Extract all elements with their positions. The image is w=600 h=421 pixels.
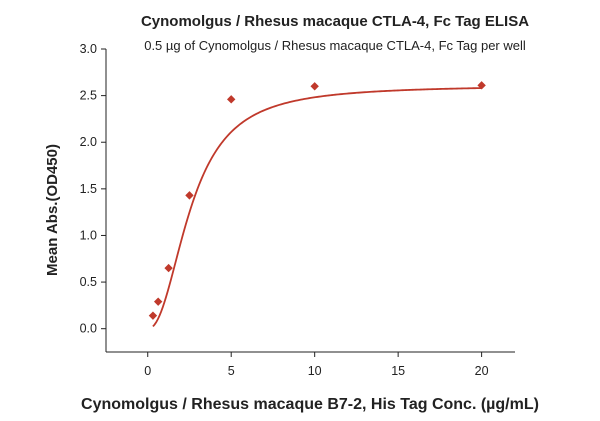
data-point xyxy=(185,191,194,200)
fit-curve xyxy=(152,87,482,328)
plot-area: 0.0 0.5 1.0 1.5 2.0 2.5 3.0 0 5 10 15 20 xyxy=(80,42,515,378)
y-tick-label: 2.0 xyxy=(80,135,97,149)
data-point xyxy=(477,81,486,90)
data-point xyxy=(310,82,319,91)
data-point xyxy=(148,311,158,320)
y-tick-label: 1.0 xyxy=(80,228,97,242)
y-tick-label: 3.0 xyxy=(80,42,97,56)
y-tick-label: 1.5 xyxy=(80,182,97,196)
x-tick-label: 5 xyxy=(228,364,235,378)
chart-subtitle: 0.5 µg of Cynomolgus / Rhesus macaque CT… xyxy=(144,38,526,53)
x-tick-label: 15 xyxy=(391,364,405,378)
data-point xyxy=(227,95,236,104)
y-tick-label: 0.5 xyxy=(80,275,97,289)
x-tick-label: 10 xyxy=(308,364,322,378)
data-points xyxy=(148,81,486,320)
y-tick-label: 0.0 xyxy=(80,322,97,336)
data-point xyxy=(153,297,163,306)
data-point xyxy=(164,263,173,273)
y-axis-label: Mean Abs.(OD450) xyxy=(44,144,61,276)
x-tick-label: 0 xyxy=(144,364,151,378)
x-axis-label: Cynomolgus / Rhesus macaque B7-2, His Ta… xyxy=(81,396,539,413)
y-tick-label: 2.5 xyxy=(80,89,97,103)
chart-title: Cynomolgus / Rhesus macaque CTLA-4, Fc T… xyxy=(141,13,529,30)
x-tick-label: 20 xyxy=(475,364,489,378)
axis-ticks: 0.0 0.5 1.0 1.5 2.0 2.5 3.0 0 5 10 15 20 xyxy=(80,42,489,378)
